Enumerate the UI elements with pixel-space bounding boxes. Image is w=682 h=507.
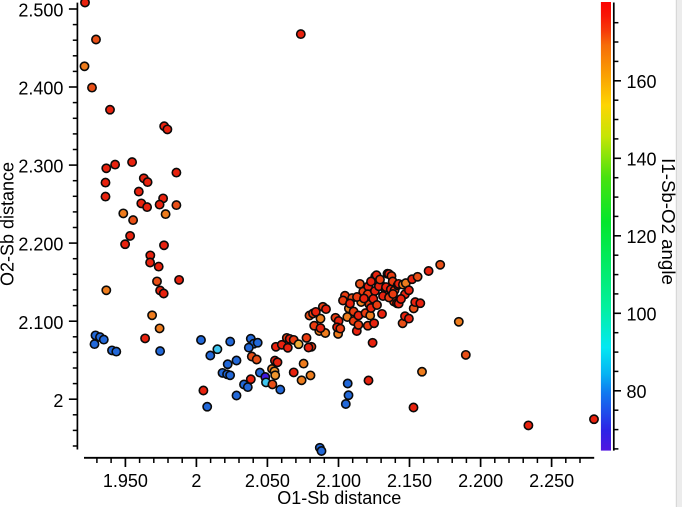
svg-text:80: 80 xyxy=(627,382,647,402)
svg-text:2: 2 xyxy=(53,391,63,411)
svg-text:2: 2 xyxy=(191,471,201,491)
svg-text:2.100: 2.100 xyxy=(18,313,63,333)
svg-text:O2-Sb distance: O2-Sb distance xyxy=(0,162,18,286)
svg-text:2.500: 2.500 xyxy=(18,1,63,21)
svg-text:100: 100 xyxy=(627,305,657,325)
svg-text:140: 140 xyxy=(627,150,657,170)
svg-text:2.200: 2.200 xyxy=(458,471,503,491)
svg-text:2.200: 2.200 xyxy=(18,235,63,255)
svg-text:2.100: 2.100 xyxy=(316,471,361,491)
svg-text:I1-Sb-O2 angle: I1-Sb-O2 angle xyxy=(658,158,679,285)
svg-text:O1-Sb distance: O1-Sb distance xyxy=(277,488,401,507)
svg-text:160: 160 xyxy=(627,72,657,92)
svg-text:2.250: 2.250 xyxy=(529,471,574,491)
svg-text:2.400: 2.400 xyxy=(18,79,63,99)
svg-text:2.050: 2.050 xyxy=(245,471,290,491)
svg-text:2.300: 2.300 xyxy=(18,157,63,177)
svg-text:120: 120 xyxy=(627,227,657,247)
svg-text:2.150: 2.150 xyxy=(387,471,432,491)
svg-text:1.950: 1.950 xyxy=(103,471,148,491)
